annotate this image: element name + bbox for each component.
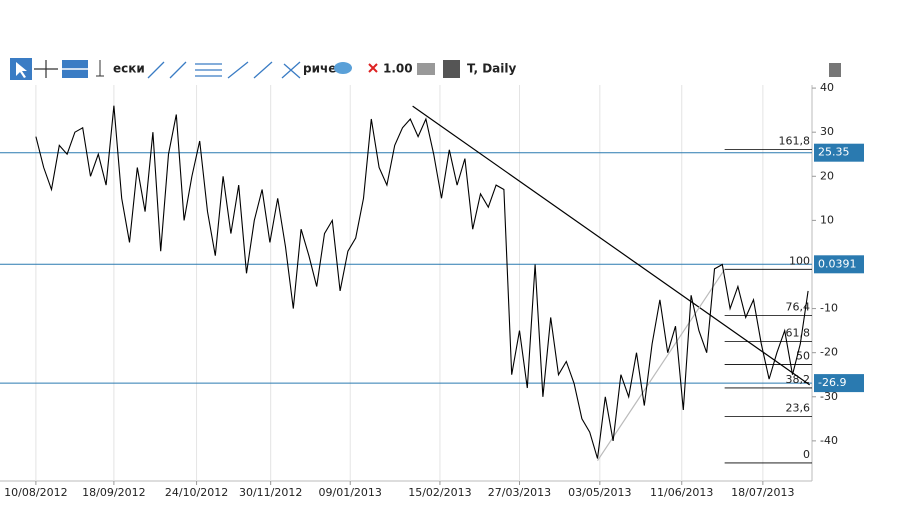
x-tick-label: 30/11/2012 xyxy=(239,486,302,499)
price-label: -26.9 xyxy=(818,376,846,389)
x-tick-label: 10/08/2012 xyxy=(4,486,67,499)
trendline xyxy=(596,268,726,462)
tool-drawing-icons[interactable] xyxy=(147,61,301,79)
fib-label: 0 xyxy=(803,448,810,461)
tool-comment[interactable] xyxy=(334,62,352,74)
fib-label: 50 xyxy=(796,350,810,363)
x-tick-label: 18/07/2013 xyxy=(731,486,794,499)
tool-label[interactable]: T, Daily xyxy=(467,62,516,76)
tool-trash[interactable] xyxy=(829,63,841,77)
price-line-series xyxy=(35,105,809,459)
x-tick-label: 18/09/2012 xyxy=(82,486,145,499)
y-tick-label: 20 xyxy=(820,169,834,182)
fib-label: 38,2 xyxy=(786,373,811,386)
price-label: 25.35 xyxy=(818,146,850,159)
fib-label: 23,6 xyxy=(786,402,811,415)
tool-delete[interactable] xyxy=(368,63,378,73)
tool-crosshair[interactable] xyxy=(34,60,58,78)
fib-label: 61,8 xyxy=(786,327,811,340)
cursor-icon xyxy=(16,62,27,78)
tool-print[interactable] xyxy=(417,63,435,75)
x-tick-label: 27/03/2013 xyxy=(488,486,551,499)
x-tick-label: 15/02/2013 xyxy=(408,486,471,499)
tool-save[interactable] xyxy=(443,60,460,78)
trendline xyxy=(412,105,811,386)
y-tick-label: -40 xyxy=(820,434,838,447)
x-tick-label: 11/06/2013 xyxy=(650,486,713,499)
y-tick-label: 40 xyxy=(820,81,834,94)
fib-label: 161,8 xyxy=(779,134,811,147)
y-tick-label: 30 xyxy=(820,125,834,138)
price-label-box xyxy=(814,143,864,162)
x-tick-label: 24/10/2012 xyxy=(165,486,228,499)
tool-label[interactable]: ричес xyxy=(303,62,344,76)
fib-label: 76,4 xyxy=(786,301,811,314)
y-tick-label: -20 xyxy=(820,346,838,359)
y-tick-label: -30 xyxy=(820,390,838,403)
tool-label[interactable]: 1.00 xyxy=(383,62,413,76)
x-tick-label: 09/01/2013 xyxy=(319,486,382,499)
tool-vline[interactable] xyxy=(96,60,104,77)
fib-label: 100 xyxy=(789,254,810,267)
x-tick-label: 03/05/2013 xyxy=(568,486,631,499)
y-tick-label: 10 xyxy=(820,213,834,226)
price-label-box xyxy=(814,255,864,274)
y-tick-label: -10 xyxy=(820,302,838,315)
toolbar: ески ричес 1.00 T, Daily xyxy=(10,58,841,80)
price-label-box xyxy=(814,374,864,393)
price-label: 0.0391 xyxy=(818,257,857,270)
tool-label[interactable]: ески xyxy=(113,62,145,76)
